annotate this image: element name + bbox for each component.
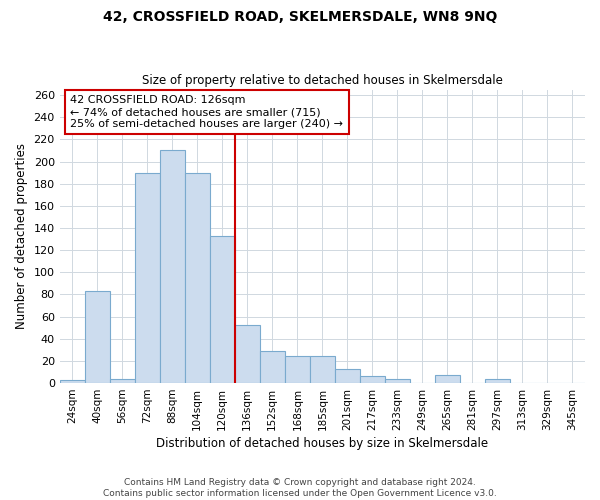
Bar <box>260 351 285 383</box>
Text: 42 CROSSFIELD ROAD: 126sqm
← 74% of detached houses are smaller (715)
25% of sem: 42 CROSSFIELD ROAD: 126sqm ← 74% of deta… <box>70 96 343 128</box>
Bar <box>135 172 160 383</box>
Text: 42, CROSSFIELD ROAD, SKELMERSDALE, WN8 9NQ: 42, CROSSFIELD ROAD, SKELMERSDALE, WN8 9… <box>103 10 497 24</box>
Bar <box>485 378 510 383</box>
Bar <box>360 376 385 383</box>
Bar <box>59 380 85 383</box>
Y-axis label: Number of detached properties: Number of detached properties <box>15 144 28 330</box>
Bar <box>385 378 410 383</box>
Bar <box>210 236 235 383</box>
Text: Contains HM Land Registry data © Crown copyright and database right 2024.
Contai: Contains HM Land Registry data © Crown c… <box>103 478 497 498</box>
Bar <box>85 291 110 383</box>
Title: Size of property relative to detached houses in Skelmersdale: Size of property relative to detached ho… <box>142 74 503 87</box>
Bar <box>235 326 260 383</box>
Bar <box>185 172 210 383</box>
Bar <box>110 378 135 383</box>
Bar <box>310 356 335 383</box>
X-axis label: Distribution of detached houses by size in Skelmersdale: Distribution of detached houses by size … <box>156 437 488 450</box>
Bar <box>285 356 310 383</box>
Bar <box>435 376 460 383</box>
Bar <box>160 150 185 383</box>
Bar <box>335 368 360 383</box>
